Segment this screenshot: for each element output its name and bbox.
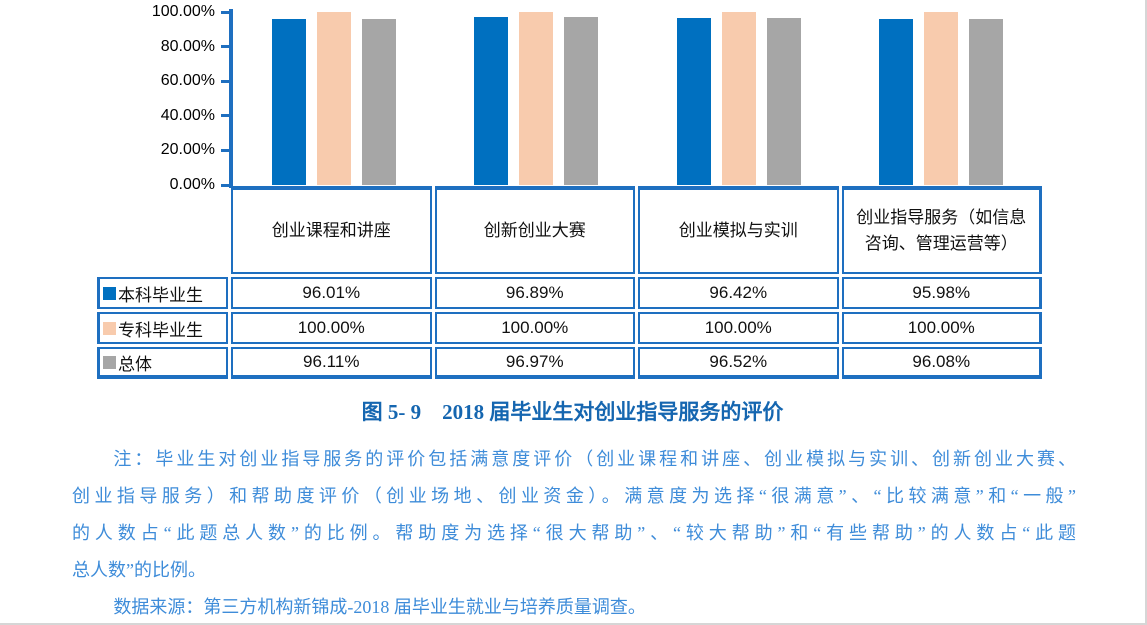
column-header: 创业课程和讲座 [231,186,432,274]
row-label: 专科毕业生 [97,312,228,344]
y-tick-label: 20.00% [160,141,215,159]
value-cell: 96.42% [638,277,839,309]
legend-swatch [103,321,116,335]
note-line-1: 注：毕业生对创业指导服务的评价包括满意度评价（创业课程和讲座、创业模拟与实训、创… [113,449,1076,469]
series-name: 专科毕业生 [118,320,203,340]
bar-group [638,12,840,185]
row-label: 总体 [97,347,228,379]
figure-caption: 图 5- 9 2018 届毕业生对创业指导服务的评价 [361,400,784,424]
bar-group [840,12,1042,185]
y-tick-label: 100.00% [151,3,215,20]
bar-总体 [362,18,397,185]
bar-group [435,12,637,185]
note-line-3: 的人数占“此题总人数”的比例。帮助度为选择“很大帮助”、“较大帮助”和“有些帮助… [72,523,1076,543]
bar-总体 [564,17,599,185]
value-cell: 96.01% [231,277,432,309]
value-cell: 96.52% [638,347,839,379]
note-paragraph: 注：毕业生对创业指导服务的评价包括满意度评价（创业课程和讲座、创业模拟与实训、创… [72,441,1076,623]
bar-group [233,12,435,185]
y-tick-mark [221,79,231,83]
value-cell: 100.00% [841,312,1042,344]
bar-专科毕业生 [721,12,756,185]
note-line-4: 总人数”的比例。 [72,560,206,580]
y-tick-mark [221,148,231,152]
bar-本科毕业生 [272,18,307,185]
bar-本科毕业生 [878,19,913,185]
bar-总体 [766,18,801,185]
value-cell: 100.00% [231,312,432,344]
y-tick-mark [221,45,231,49]
column-header: 创业模拟与实训 [638,186,839,274]
y-tick-label: 40.00% [160,106,215,124]
bar-专科毕业生 [519,12,554,185]
series-name: 本科毕业生 [118,285,203,305]
source-line: 数据来源：第三方机构新锦成-2018 届毕业生就业与培养质量调查。 [113,597,646,617]
y-tick-label: 0.00% [169,176,215,193]
plot-area [233,12,1042,185]
bar-本科毕业生 [474,17,509,185]
value-cell: 96.08% [841,347,1042,379]
y-tick-mark [221,183,231,187]
bar-本科毕业生 [676,18,711,185]
y-tick-mark [221,10,231,14]
y-tick-mark [221,114,231,118]
value-cell: 100.00% [638,312,839,344]
value-cell: 96.89% [434,277,635,309]
y-tick-label: 60.00% [160,72,215,90]
row-label: 本科毕业生 [97,277,228,309]
table-corner-blank [97,186,228,274]
value-cell: 96.97% [434,347,635,379]
value-cell: 100.00% [434,312,635,344]
legend-swatch [103,355,116,369]
column-header: 创业指导服务（如信息咨询、管理运营等） [841,186,1042,274]
legend-swatch [103,286,116,300]
column-header: 创新创业大赛 [434,186,635,274]
y-axis-line [229,9,233,188]
bar-总体 [968,18,1003,185]
value-cell: 96.11% [231,347,432,379]
bar-专科毕业生 [923,12,958,185]
series-name: 总体 [118,354,152,374]
value-cell: 95.98% [841,277,1042,309]
y-tick-label: 80.00% [160,37,215,55]
note-line-2: 创业指导服务）和帮助度评价（创业场地、创业资金）。满意度为选择“很满意”、“比较… [72,486,1076,506]
bar-专科毕业生 [317,12,352,185]
data-table: 创业课程和讲座 创新创业大赛 创业模拟与实训 创业指导服务（如信息咨询、管理运营等） 本… [97,186,1042,379]
